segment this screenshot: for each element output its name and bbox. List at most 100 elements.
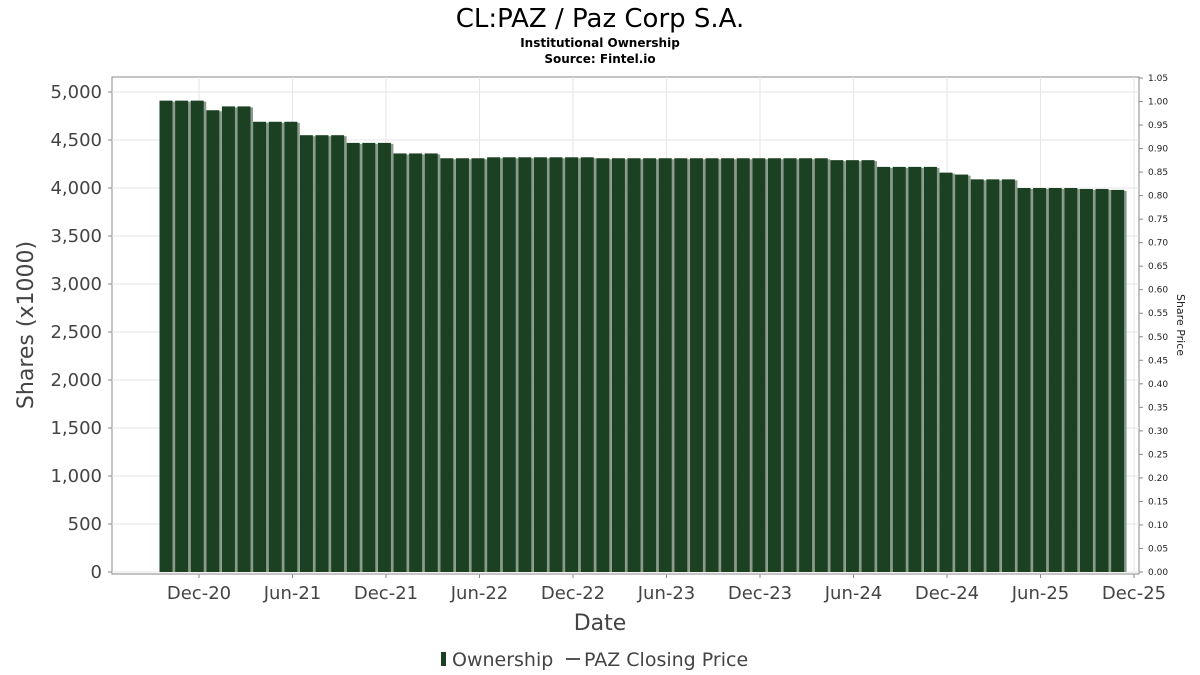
- y2-tick-label: 0.40: [1148, 380, 1168, 390]
- bar: [502, 157, 516, 572]
- y2-tick-label: 0.50: [1148, 333, 1168, 343]
- bar: [767, 158, 781, 573]
- y2-tick-label: 0.15: [1148, 497, 1168, 507]
- bar: [643, 158, 657, 573]
- y2-tick-label: 0.25: [1148, 450, 1168, 460]
- bar: [1017, 188, 1031, 572]
- y2-tick-label: 0.80: [1148, 192, 1168, 202]
- bar: [1064, 188, 1078, 572]
- bar: [1079, 188, 1093, 572]
- y-axis-label: Shares (x1000): [14, 241, 39, 409]
- x-tick-label: Jun-24: [824, 583, 883, 604]
- bar: [206, 110, 220, 573]
- bar: [440, 158, 454, 573]
- bars: [159, 100, 1127, 573]
- y-tick-label: 500: [68, 514, 102, 535]
- bar: [362, 142, 376, 572]
- bar: [331, 135, 345, 572]
- chart-subtitle: Institutional Ownership: [520, 36, 680, 50]
- bar: [892, 166, 906, 572]
- bar: [549, 157, 563, 572]
- bar: [190, 100, 204, 572]
- y-tick-label: 3,000: [50, 274, 102, 295]
- legend: Ownership PAZ Closing Price: [441, 649, 748, 671]
- x-axis: Dec-20 Jun-21 Dec-21 Jun-22 Dec-22 Jun-23 Dec-…: [167, 574, 1166, 604]
- y2-tick-label: 0.85: [1148, 168, 1168, 178]
- bar: [393, 153, 407, 572]
- bar: [175, 100, 189, 572]
- bar: [1048, 188, 1062, 572]
- bar: [611, 158, 625, 573]
- bar: [315, 135, 329, 572]
- x-tick-label: Dec-23: [728, 583, 792, 604]
- bar: [253, 121, 267, 572]
- bar: [783, 158, 797, 573]
- bar: [299, 135, 313, 572]
- y2-tick-label: 0.55: [1148, 309, 1168, 319]
- bar: [565, 157, 579, 572]
- y-tick-label: 2,000: [50, 370, 102, 391]
- bar: [674, 158, 688, 573]
- y2-tick-label: 0.95: [1148, 121, 1168, 131]
- bar: [1001, 179, 1015, 573]
- y2-tick-label: 0.60: [1148, 286, 1168, 296]
- bar: [658, 158, 672, 573]
- bar: [455, 158, 469, 573]
- bar: [705, 158, 719, 573]
- y-tick-label: 1,500: [50, 418, 102, 439]
- bar: [533, 157, 547, 572]
- x-tick-label: Dec-24: [915, 583, 979, 604]
- bar: [799, 158, 813, 573]
- bar: [518, 157, 532, 572]
- y2-tick-label: 0.30: [1148, 427, 1168, 437]
- bar: [237, 106, 251, 573]
- x-tick-label: Jun-25: [1011, 583, 1070, 604]
- x-tick-label: Jun-21: [263, 583, 322, 604]
- bar: [721, 158, 735, 573]
- y-tick-label: 3,500: [50, 226, 102, 247]
- x-tick-label: Dec-25: [1102, 583, 1166, 604]
- bar: [424, 153, 438, 572]
- y-tick-label: 5,000: [50, 82, 102, 103]
- bar: [970, 179, 984, 573]
- bar: [1033, 188, 1047, 572]
- bar: [923, 166, 937, 572]
- y-tick-label: 1,000: [50, 466, 102, 487]
- bar: [752, 158, 766, 573]
- y-tick-label: 0: [91, 562, 102, 583]
- bar: [955, 174, 969, 572]
- bar: [986, 179, 1000, 573]
- y2-axis-label: Share Price: [1174, 294, 1187, 356]
- y-tick-label: 4,500: [50, 130, 102, 151]
- y-tick-label: 4,000: [50, 178, 102, 199]
- y2-tick-label: 0.00: [1148, 568, 1168, 578]
- legend-price-label: PAZ Closing Price: [584, 649, 748, 671]
- chart-title: CL:PAZ / Paz Corp S.A.: [456, 4, 745, 34]
- bar: [908, 166, 922, 572]
- bar: [939, 172, 953, 572]
- bar: [268, 121, 282, 572]
- bar: [471, 158, 485, 573]
- y-tick-label: 2,500: [50, 322, 102, 343]
- bar: [861, 160, 875, 572]
- bar: [284, 121, 298, 572]
- y-axis: 0 500 1,000 1,500 2,000 2,500 3,000 3,500 4,000 4…: [50, 82, 112, 583]
- legend-ownership-label: Ownership: [452, 649, 553, 671]
- y2-tick-label: 0.65: [1148, 262, 1168, 272]
- x-tick-label: Jun-23: [637, 583, 696, 604]
- bar: [814, 158, 828, 573]
- y2-tick-label: 0.35: [1148, 403, 1168, 413]
- bar: [1111, 189, 1125, 573]
- bar: [877, 166, 891, 572]
- y2-axis: 0.00 0.05 0.10 0.15 0.20 0.25 0.30 0.35 0.40 0.45…: [1139, 74, 1168, 578]
- x-tick-label: Dec-20: [167, 583, 231, 604]
- bar: [487, 157, 501, 572]
- bar: [159, 100, 173, 572]
- y2-tick-label: 0.90: [1148, 145, 1168, 155]
- bar: [830, 160, 844, 572]
- bar: [580, 157, 594, 572]
- bar: [377, 142, 391, 572]
- x-tick-label: Dec-21: [354, 583, 418, 604]
- x-axis-label: Date: [574, 611, 627, 636]
